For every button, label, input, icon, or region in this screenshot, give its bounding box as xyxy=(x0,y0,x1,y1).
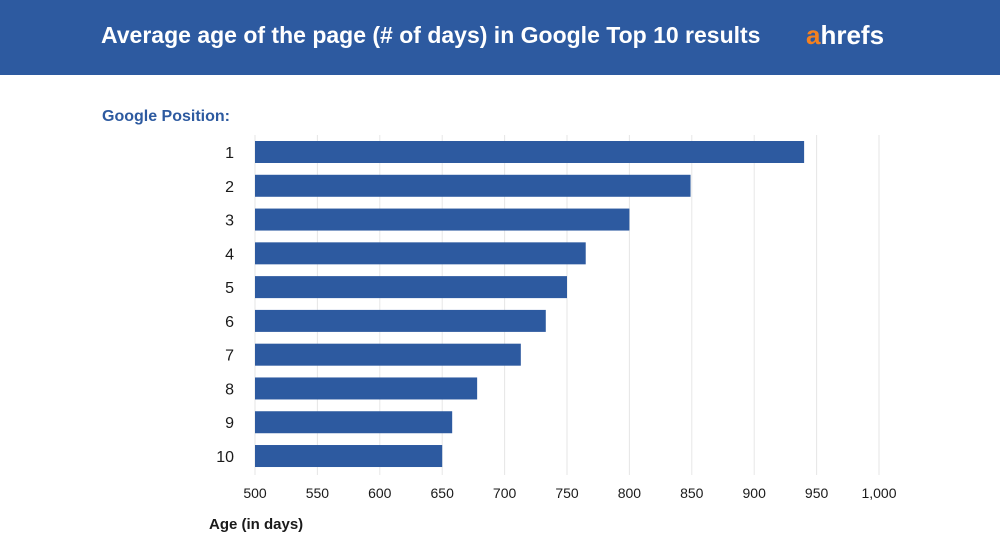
ahrefs-logo: ahrefs xyxy=(806,20,884,51)
bar-position-9 xyxy=(255,411,453,434)
x-tick-label: 650 xyxy=(431,485,455,501)
bar-position-8 xyxy=(255,377,478,400)
y-tick-label: 2 xyxy=(225,179,234,196)
category-axis-title: Google Position: xyxy=(102,108,230,125)
x-tick-label: 900 xyxy=(743,485,767,501)
bar-position-5 xyxy=(255,276,567,299)
y-tick-label: 8 xyxy=(225,381,234,398)
bar-position-7 xyxy=(255,343,521,366)
x-tick-label: 500 xyxy=(243,485,267,501)
y-tick-label: 9 xyxy=(225,415,234,432)
x-tick-label: 950 xyxy=(805,485,829,501)
header-bar: Average age of the page (# of days) in G… xyxy=(0,0,1000,75)
x-tick-label: 550 xyxy=(306,485,330,501)
bar-position-3 xyxy=(255,208,630,231)
logo-accent-letter: a xyxy=(806,20,821,50)
x-tick-label: 850 xyxy=(680,485,704,501)
y-tick-label: 10 xyxy=(216,449,234,466)
bar-position-10 xyxy=(255,445,443,468)
bar-position-6 xyxy=(255,309,546,332)
y-tick-label: 4 xyxy=(225,246,234,263)
x-tick-label: 750 xyxy=(555,485,579,501)
bar-position-2 xyxy=(255,174,691,197)
x-tick-label: 600 xyxy=(368,485,392,501)
x-tick-label: 700 xyxy=(493,485,517,501)
y-tick-label: 7 xyxy=(225,348,234,365)
bar-position-4 xyxy=(255,242,586,265)
bar-position-1 xyxy=(255,141,805,163)
y-tick-label: 1 xyxy=(225,145,234,162)
chart-title: Average age of the page (# of days) in G… xyxy=(101,22,761,48)
x-tick-label: 800 xyxy=(618,485,642,501)
x-axis-label: Age (in days) xyxy=(209,516,304,533)
y-tick-label: 6 xyxy=(225,314,234,331)
logo-text: hrefs xyxy=(820,20,885,50)
x-tick-label: 1,000 xyxy=(861,485,896,501)
y-tick-label: 5 xyxy=(225,280,234,297)
y-tick-label: 3 xyxy=(225,213,234,230)
